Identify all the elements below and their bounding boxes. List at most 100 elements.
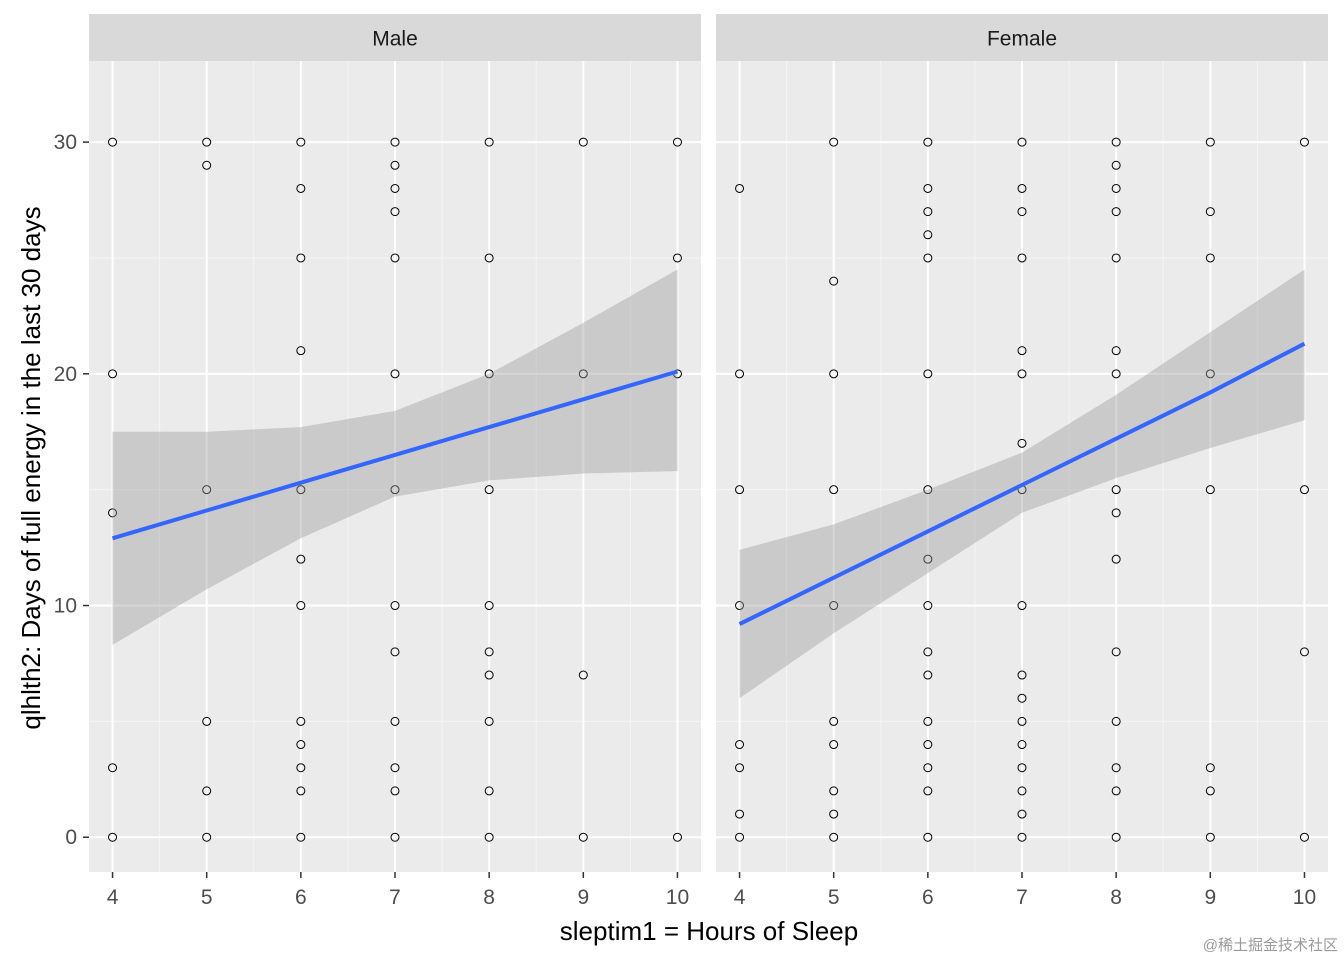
data-point <box>1017 786 1027 796</box>
data-point <box>1111 716 1121 726</box>
data-point <box>923 716 933 726</box>
data-point <box>1205 253 1215 263</box>
x-tick-label: 4 <box>734 886 746 909</box>
data-point <box>390 832 400 842</box>
data-point <box>829 786 839 796</box>
data-point <box>1111 369 1121 379</box>
data-point <box>735 369 745 379</box>
facet-strip-label: Female <box>987 28 1057 51</box>
data-point <box>296 763 306 773</box>
x-tick-label: 7 <box>389 886 401 909</box>
data-point <box>390 137 400 147</box>
data-point <box>923 485 933 495</box>
x-tick-label: 6 <box>922 886 934 909</box>
facet-strip-label: Male <box>372 28 418 51</box>
data-point <box>296 346 306 356</box>
data-point <box>735 809 745 819</box>
data-point <box>923 647 933 657</box>
data-point <box>390 485 400 495</box>
data-point <box>1111 346 1121 356</box>
data-point <box>390 369 400 379</box>
data-point <box>296 253 306 263</box>
data-point <box>202 485 212 495</box>
data-point <box>296 485 306 495</box>
data-point <box>578 670 588 680</box>
x-tick-label: 10 <box>1293 886 1316 909</box>
data-point <box>1205 207 1215 217</box>
x-tick-label: 4 <box>107 886 119 909</box>
data-point <box>735 832 745 842</box>
data-point <box>1299 832 1309 842</box>
data-point <box>202 716 212 726</box>
data-point <box>484 369 494 379</box>
data-point <box>1017 832 1027 842</box>
data-point <box>484 670 494 680</box>
data-point <box>1111 137 1121 147</box>
x-tick-label: 9 <box>577 886 589 909</box>
watermark-text: @稀土掘金技术社区 <box>1203 937 1338 954</box>
data-point <box>1017 346 1027 356</box>
data-point <box>390 253 400 263</box>
data-point <box>390 763 400 773</box>
data-point <box>923 554 933 564</box>
data-point <box>390 601 400 611</box>
data-point <box>1299 485 1309 495</box>
data-point <box>1205 786 1215 796</box>
data-point <box>923 763 933 773</box>
data-point <box>923 740 933 750</box>
y-axis: 0 10 20 30 <box>54 131 89 849</box>
data-point <box>484 647 494 657</box>
data-point <box>735 183 745 193</box>
facet-strip <box>716 14 1328 61</box>
data-point <box>296 601 306 611</box>
data-point <box>484 485 494 495</box>
data-point <box>296 137 306 147</box>
data-point <box>108 763 118 773</box>
data-point <box>484 601 494 611</box>
data-point <box>829 276 839 286</box>
data-point <box>578 369 588 379</box>
data-point <box>296 740 306 750</box>
data-point <box>1111 160 1121 170</box>
data-point <box>390 160 400 170</box>
data-point <box>108 369 118 379</box>
data-point <box>296 716 306 726</box>
data-point <box>484 253 494 263</box>
data-point <box>1017 601 1027 611</box>
data-point <box>1299 647 1309 657</box>
data-point <box>484 786 494 796</box>
data-point <box>672 253 682 263</box>
data-point <box>1017 207 1027 217</box>
panels-layer: Male 4 5 6 7 8 9 10 Female 4 5 6 7 8 9 10 <box>89 14 1328 909</box>
data-point <box>1111 763 1121 773</box>
data-point <box>735 740 745 750</box>
data-point <box>923 230 933 240</box>
data-point <box>484 716 494 726</box>
x-axis-title: sleptim1 = Hours of Sleep <box>560 916 858 946</box>
x-tick-label: 10 <box>666 886 689 909</box>
data-point <box>296 554 306 564</box>
data-point <box>1017 670 1027 680</box>
data-point <box>202 786 212 796</box>
data-point <box>923 253 933 263</box>
data-point <box>296 183 306 193</box>
data-point <box>1017 693 1027 703</box>
data-point <box>296 832 306 842</box>
data-point <box>108 832 118 842</box>
data-point <box>1205 485 1215 495</box>
data-point <box>1111 183 1121 193</box>
data-point <box>829 809 839 819</box>
y-tick-label: 10 <box>54 595 77 618</box>
data-point <box>1111 508 1121 518</box>
data-point <box>1111 485 1121 495</box>
data-point <box>735 763 745 773</box>
data-point <box>202 137 212 147</box>
x-tick-label: 9 <box>1204 886 1216 909</box>
data-point <box>202 832 212 842</box>
x-tick-label: 5 <box>828 886 840 909</box>
data-point <box>1111 253 1121 263</box>
data-point <box>923 369 933 379</box>
data-point <box>1111 647 1121 657</box>
data-point <box>108 508 118 518</box>
